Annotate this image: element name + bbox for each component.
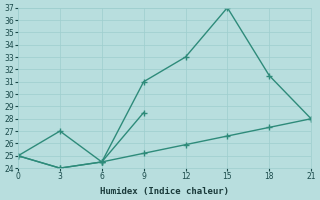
X-axis label: Humidex (Indice chaleur): Humidex (Indice chaleur) bbox=[100, 187, 229, 196]
